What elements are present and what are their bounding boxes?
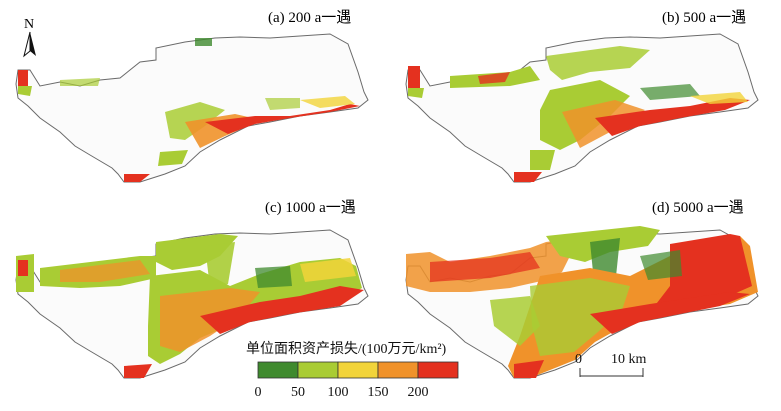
loss-zones	[16, 234, 364, 378]
map-panel-b: (b) 500 a一遇	[405, 10, 759, 183]
legend-title: 单位面积资产损失/(100万元/km²)	[246, 342, 447, 357]
legend-swatch-200-plus	[417, 361, 459, 379]
legend-tick: 200	[407, 385, 429, 400]
legend-swatch-0-50	[257, 361, 299, 379]
panel-title: (a) 200 a一遇	[268, 10, 351, 26]
legend-tick: 100	[327, 385, 349, 400]
legend-tick: 50	[291, 385, 305, 400]
north-arrow: N	[23, 17, 36, 58]
map-panel-c: (c) 1000 a一遇	[15, 200, 369, 379]
map-panel-d: (d) 5000 a一遇	[405, 200, 759, 379]
legend-swatch-100-150	[337, 361, 379, 379]
legend-swatch-150-200	[377, 361, 419, 379]
map-panel-a: (a) 200 a一遇	[15, 10, 369, 183]
panel-title: (b) 500 a一遇	[662, 10, 746, 26]
north-arrow-icon	[30, 32, 36, 56]
legend-colorbar	[257, 361, 459, 379]
scale-start-label: 0	[575, 352, 582, 367]
legend-tick: 150	[367, 385, 389, 400]
north-label: N	[24, 17, 34, 32]
scale-bar	[579, 368, 644, 377]
legend-tick: 0	[254, 385, 262, 400]
legend-swatch-50-100	[297, 361, 339, 379]
loss-zones	[408, 46, 750, 182]
scale-end-label: 10 km	[611, 352, 647, 367]
panel-title: (d) 5000 a一遇	[652, 200, 744, 216]
loss-zones	[406, 226, 758, 378]
panel-title: (c) 1000 a一遇	[265, 200, 356, 216]
loss-zones	[18, 38, 360, 182]
